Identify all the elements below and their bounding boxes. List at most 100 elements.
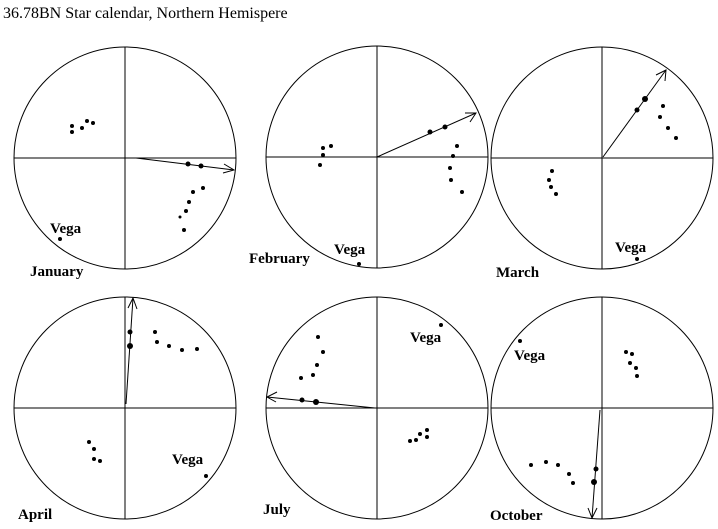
star [127,329,133,335]
star [155,340,159,344]
arrow-head [587,507,598,520]
panel-july [265,296,489,520]
star [425,435,429,439]
star-label-vega: Vega [334,242,366,258]
star [185,161,191,167]
star [628,361,632,365]
star-vega [58,237,62,241]
star [556,463,560,467]
star [630,352,634,356]
star-vega [439,323,443,327]
star [658,115,662,119]
star [624,350,628,354]
star [674,136,678,140]
star [666,126,670,130]
arrow-head [127,296,138,310]
star [414,438,418,442]
star [425,428,429,432]
star [318,163,322,167]
pointer-arrow-april [125,297,134,405]
star [544,460,548,464]
star [593,466,599,472]
star [455,144,459,148]
pointer-arrow-march [602,69,667,158]
star [418,432,422,436]
star-vega [357,262,361,266]
star [449,178,453,182]
star [529,463,533,467]
star [313,399,319,405]
pointer-arrows [125,69,667,520]
star [198,163,204,169]
star [85,119,89,123]
star [299,376,303,380]
star [182,228,186,232]
star [634,366,638,370]
arrow-head [265,391,278,403]
star-label-vega: Vega [50,221,82,237]
star [187,200,191,204]
star-vega [204,474,208,478]
star [178,215,182,219]
star [316,335,320,339]
star-label-vega: Vega [514,348,546,364]
star [184,209,188,213]
star [321,153,325,157]
pointer-arrow-january [135,157,235,171]
star [70,130,74,134]
arrow-head [655,69,667,82]
star-vega [518,339,522,343]
star [299,397,305,403]
month-label-march: March [496,265,540,281]
star [153,330,157,334]
page-title: 36.78BN Star calendar, Northern Hemisper… [3,5,288,22]
star [408,439,412,443]
panel-march [490,46,714,270]
star [180,348,184,352]
month-label-january: January [30,264,84,280]
star [460,190,464,194]
star [91,121,95,125]
star-label-vega: Vega [172,452,204,468]
star [315,363,319,367]
star [635,374,639,378]
star [98,459,102,463]
star [127,343,133,349]
month-label-october: October [490,508,543,524]
star [547,178,551,182]
star [550,169,554,173]
star [167,344,171,348]
star [451,154,455,158]
star [427,129,433,135]
stars [58,96,678,485]
star [442,124,448,130]
star [634,107,640,113]
star [92,457,96,461]
month-label-july: July [263,502,291,518]
panel-april [13,296,237,520]
star [448,166,452,170]
star [321,146,325,150]
star [92,447,96,451]
arrow-head [222,163,236,174]
star [195,347,199,351]
star [642,96,648,102]
pointer-arrow-october [591,409,601,519]
panel-october [490,296,714,520]
star-label-vega: Vega [615,240,647,256]
month-label-april: April [18,507,52,523]
star [201,186,205,190]
star-vega [635,257,639,261]
star [311,373,315,377]
star [549,185,553,189]
star [571,481,575,485]
arrow-head [465,112,477,123]
month-label-february: February [249,251,310,267]
star [70,124,74,128]
star [661,104,665,108]
star [80,126,84,130]
star [554,192,558,196]
star [329,144,333,148]
pointer-arrow-july [266,396,376,409]
